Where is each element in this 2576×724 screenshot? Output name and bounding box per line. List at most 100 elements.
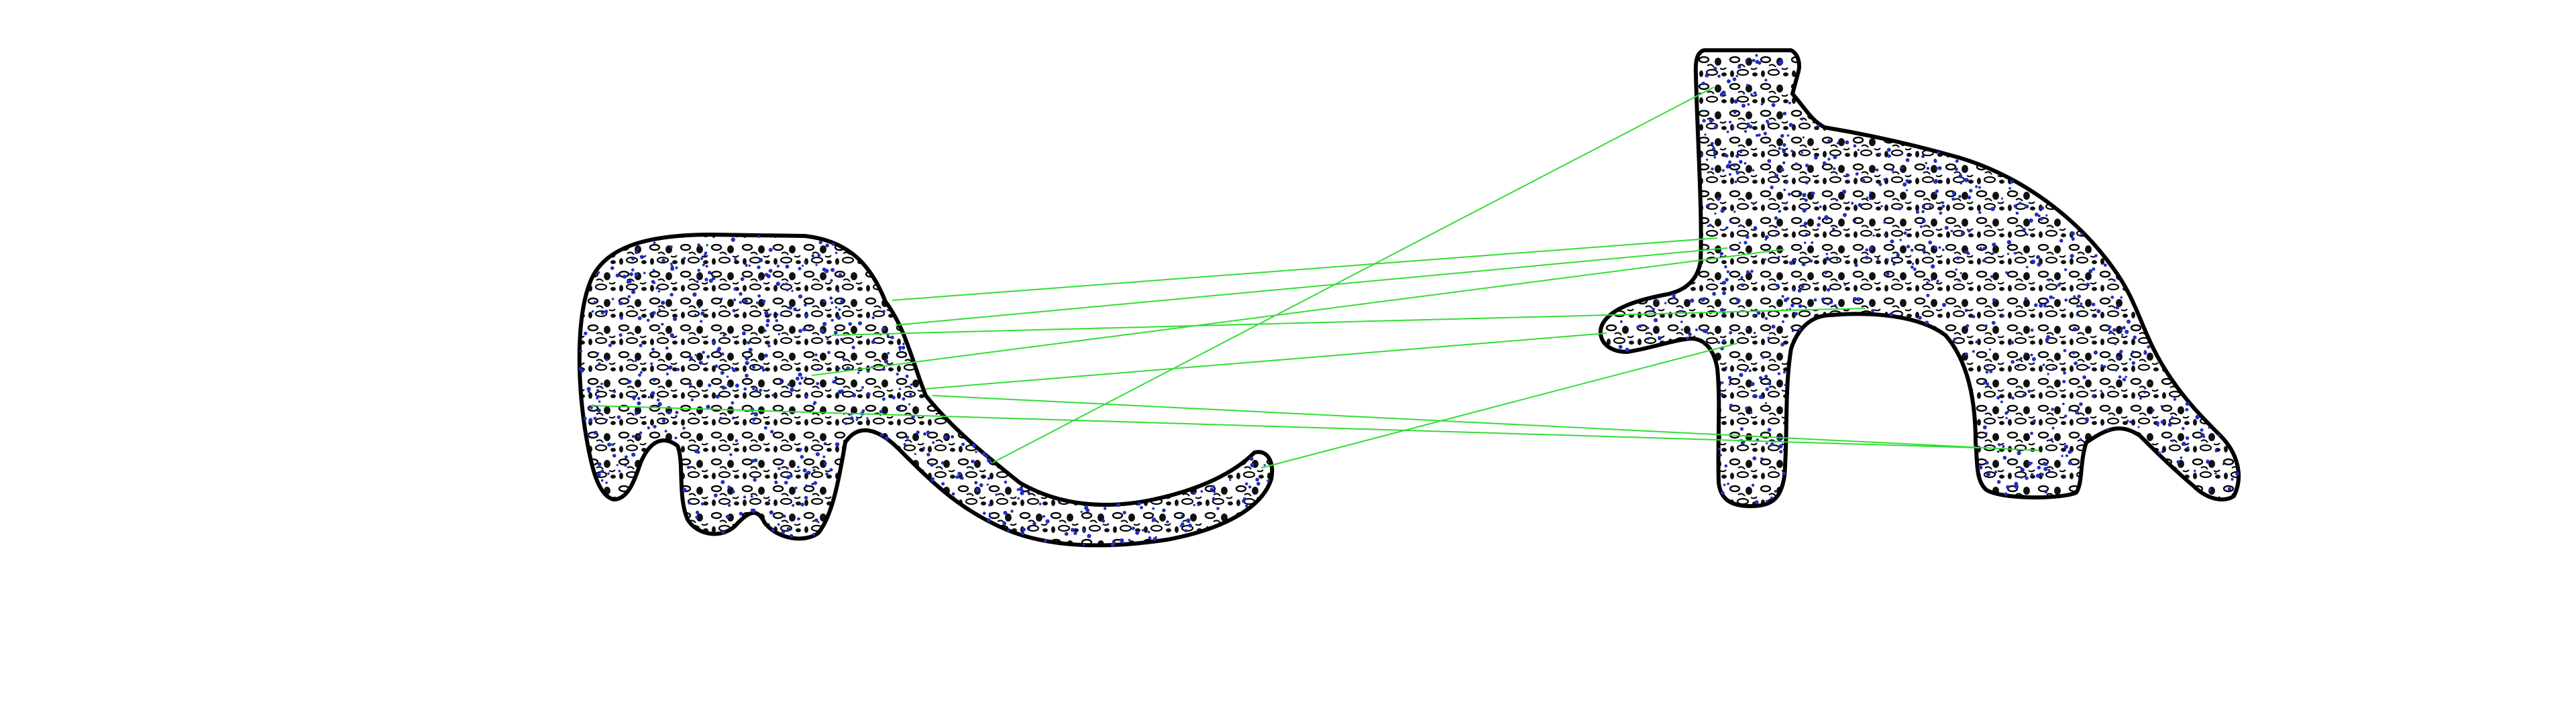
keypoint-dot: [1248, 485, 1252, 489]
keypoint-dot: [787, 383, 790, 386]
keypoint-dot: [771, 394, 775, 397]
keypoint-dot: [961, 477, 964, 480]
keypoint-dot: [2070, 231, 2075, 236]
keypoint-dot: [688, 382, 692, 386]
keypoint-dot: [1876, 168, 1879, 172]
keypoint-dot: [700, 311, 705, 316]
right-shape-body: [1598, 48, 2241, 508]
keypoint-dot: [1212, 497, 1216, 501]
keypoint-dot: [2040, 473, 2044, 477]
keypoint-dot: [661, 419, 666, 423]
keypoint-dot: [1926, 281, 1929, 284]
keypoint-dot: [2100, 364, 2104, 367]
keypoint-dot: [1249, 457, 1254, 461]
keypoint-dot: [1727, 164, 1730, 168]
keypoint-dot: [987, 518, 991, 522]
keypoint-dot: [846, 366, 850, 371]
keypoint-dot: [732, 368, 737, 373]
keypoint-dot: [1729, 121, 1732, 124]
keypoint-dot: [1878, 182, 1882, 186]
keypoint-dot: [1104, 507, 1107, 510]
keypoint-dot: [1996, 450, 2000, 453]
keypoint-dot: [798, 449, 802, 452]
keypoint-dot: [1743, 162, 1747, 165]
keypoint-dot: [1750, 411, 1753, 414]
keypoint-dot: [777, 467, 781, 471]
keypoint-dot: [2022, 227, 2026, 232]
keypoint-dot: [1856, 297, 1861, 302]
keypoint-dot: [762, 299, 766, 304]
keypoint-dot: [838, 273, 843, 277]
keypoint-dot: [826, 338, 829, 341]
keypoint-dot: [665, 346, 669, 350]
keypoint-dot: [2092, 395, 2096, 398]
keypoint-dot: [2006, 253, 2010, 255]
keypoint-dot: [1780, 133, 1784, 138]
keypoint-dot: [2182, 441, 2186, 446]
keypoint-dot: [1777, 372, 1781, 375]
keypoint-dot: [1921, 219, 1926, 223]
keypoint-dot: [714, 364, 718, 368]
keypoint-dot: [651, 280, 655, 284]
keypoint-dot: [1941, 302, 1947, 307]
keypoint-dot: [814, 518, 818, 522]
keypoint-dot: [781, 530, 786, 534]
keypoint-dot: [627, 279, 632, 284]
keypoint-dot: [593, 300, 597, 304]
keypoint-dot: [896, 373, 899, 376]
keypoint-dot: [987, 458, 991, 463]
keypoint-dot: [2050, 438, 2053, 441]
keypoint-dot: [1842, 189, 1847, 194]
keypoint-dot: [2138, 339, 2141, 341]
keypoint-dot: [2013, 204, 2018, 208]
keypoint-dot: [2024, 352, 2027, 355]
keypoint-dot: [1654, 318, 1658, 322]
keypoint-dot: [1797, 288, 1802, 293]
keypoint-dot: [830, 318, 834, 322]
keypoint-dot: [757, 294, 761, 298]
keypoint-dot: [781, 459, 785, 463]
keypoint-dot: [1679, 310, 1682, 312]
keypoint-dot: [1905, 189, 1909, 192]
keypoint-dot: [1122, 511, 1126, 515]
keypoint-dot: [748, 264, 751, 267]
keypoint-dot: [1771, 103, 1776, 107]
keypoint-dot: [1805, 164, 1809, 168]
keypoint-dot: [579, 349, 583, 353]
keypoint-dot: [2068, 450, 2072, 455]
keypoint-dot: [776, 264, 780, 268]
keypoint-dot: [1753, 91, 1757, 95]
keypoint-dot: [1941, 248, 1945, 251]
keypoint-dot: [721, 386, 726, 390]
keypoint-dot: [2077, 294, 2081, 299]
keypoint-dot: [1756, 133, 1759, 137]
keypoint-dot: [2006, 485, 2010, 489]
keypoint-dot: [1739, 149, 1743, 154]
keypoint-dot: [2208, 426, 2210, 429]
keypoint-dot: [651, 391, 655, 396]
keypoint-dot: [971, 443, 976, 448]
keypoint-dot: [851, 393, 857, 398]
keypoint-dot: [867, 369, 870, 373]
keypoint-dot: [822, 322, 827, 326]
keypoint-dot: [905, 374, 909, 378]
keypoint-dot: [1915, 210, 1920, 214]
keypoint-dot: [697, 268, 700, 272]
keypoint-dot: [1250, 463, 1255, 468]
keypoint-dot: [2015, 211, 2019, 215]
keypoint-dot: [858, 321, 862, 326]
keypoint-dot: [1817, 216, 1821, 221]
keypoint-dot: [801, 264, 804, 267]
keypoint-dot: [1702, 328, 1707, 333]
keypoint-dot: [2085, 418, 2089, 423]
keypoint-dot: [2004, 411, 2008, 415]
keypoint-dot: [1778, 209, 1782, 213]
keypoint-dot: [1774, 225, 1778, 229]
keypoint-dot: [916, 430, 920, 434]
keypoint-dot: [2068, 461, 2072, 465]
keypoint-dot: [732, 417, 735, 420]
keypoint-dot: [2063, 371, 2067, 375]
keypoint-dot: [1757, 311, 1761, 315]
keypoint-dot: [804, 328, 806, 331]
